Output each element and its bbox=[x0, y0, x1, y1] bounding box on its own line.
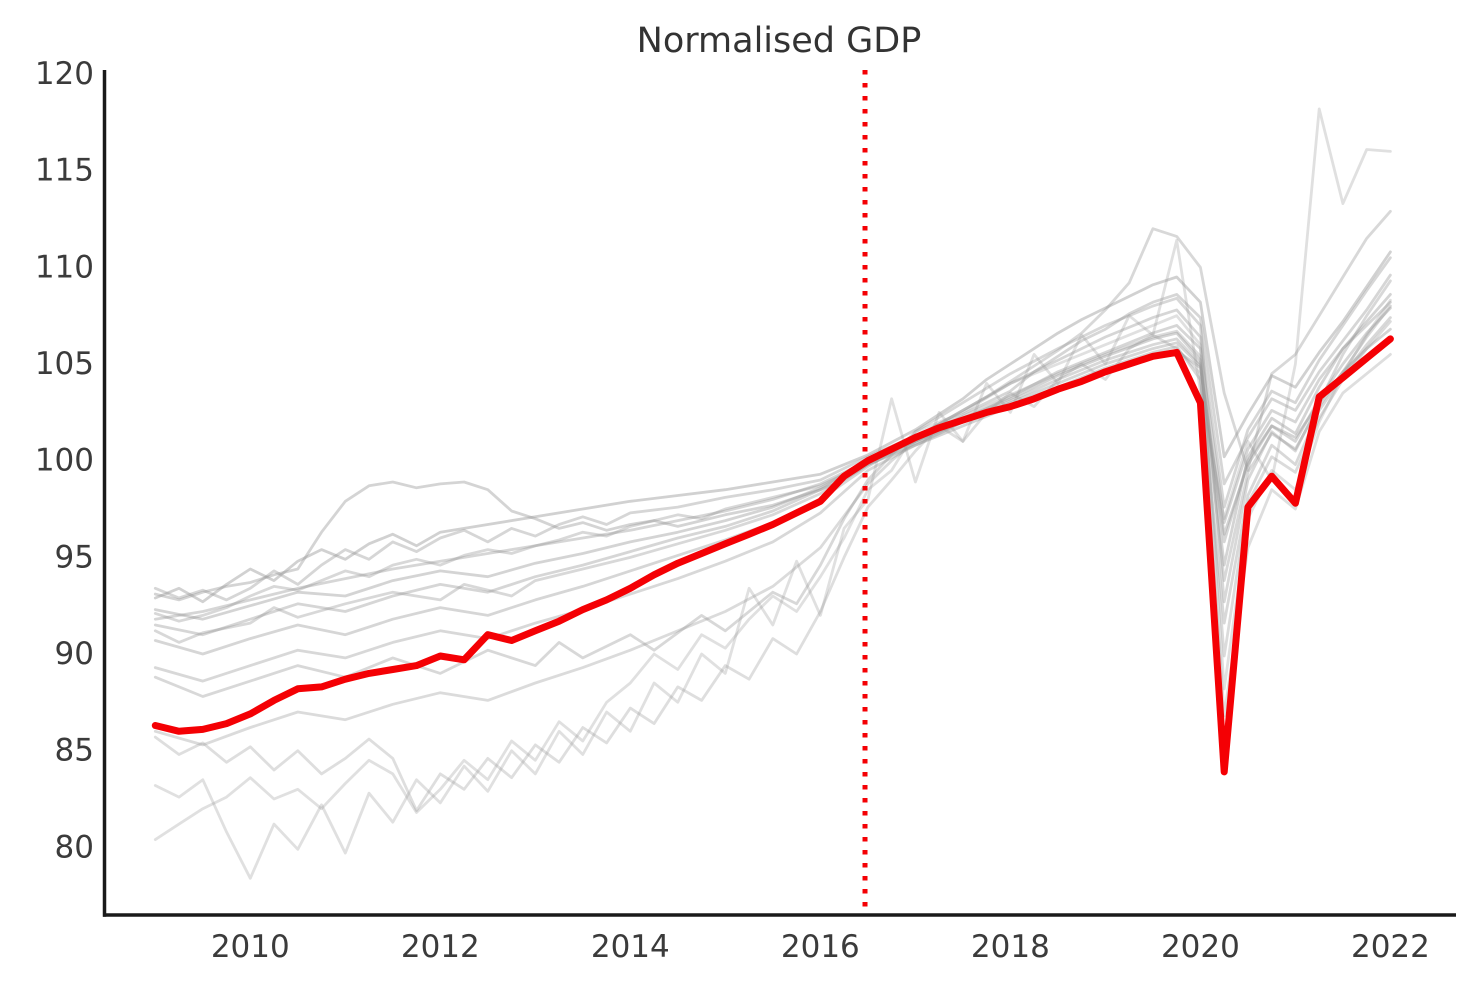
tick-labels-layer: 80 85 90 95 100 105 110 115 120 2010 2012 2014 2016 2… bbox=[35, 56, 1430, 965]
chart-title: Normalised GDP bbox=[637, 21, 922, 61]
background-gdp-line-country-10 bbox=[153, 316, 1392, 644]
background-gdp-line-country-04 bbox=[153, 333, 1392, 812]
background-gdp-line-country-06 bbox=[153, 327, 1392, 602]
background-gdp-line-country-13 bbox=[153, 250, 1392, 604]
y-tick-label-115: 115 bbox=[35, 153, 94, 189]
highlighted-gdp-line bbox=[151, 335, 1394, 776]
y-tick-label-100: 100 bbox=[35, 443, 94, 479]
y-tick-label-120: 120 bbox=[35, 56, 94, 92]
x-tick-label-2020: 2020 bbox=[1161, 929, 1240, 965]
y-tick-label-90: 90 bbox=[55, 636, 94, 672]
background-gdp-line-country-15 bbox=[153, 320, 1392, 747]
highlight-series-layer bbox=[151, 335, 1394, 776]
y-tick-label-85: 85 bbox=[55, 733, 94, 769]
y-tick-label-95: 95 bbox=[55, 539, 94, 575]
y-tick-label-105: 105 bbox=[35, 346, 94, 382]
x-tick-label-2014: 2014 bbox=[591, 929, 670, 965]
x-tick-label-2018: 2018 bbox=[971, 929, 1050, 965]
background-gdp-line-country-02 bbox=[153, 107, 1392, 880]
axes-layer bbox=[102, 70, 1456, 917]
background-gdp-line-country-07 bbox=[153, 273, 1392, 602]
x-tick-label-2010: 2010 bbox=[211, 929, 290, 965]
background-gdp-line-country-05 bbox=[153, 279, 1392, 698]
x-tick-label-2022: 2022 bbox=[1351, 929, 1430, 965]
background-gdp-line-country-12 bbox=[153, 304, 1392, 683]
x-tick-label-2016: 2016 bbox=[781, 929, 860, 965]
background-gdp-line-country-01 bbox=[153, 209, 1392, 623]
background-gdp-line-country-03 bbox=[153, 298, 1392, 841]
y-tick-label-110: 110 bbox=[35, 249, 94, 285]
x-tick-label-2012: 2012 bbox=[401, 929, 480, 965]
y-tick-label-80: 80 bbox=[55, 829, 94, 865]
